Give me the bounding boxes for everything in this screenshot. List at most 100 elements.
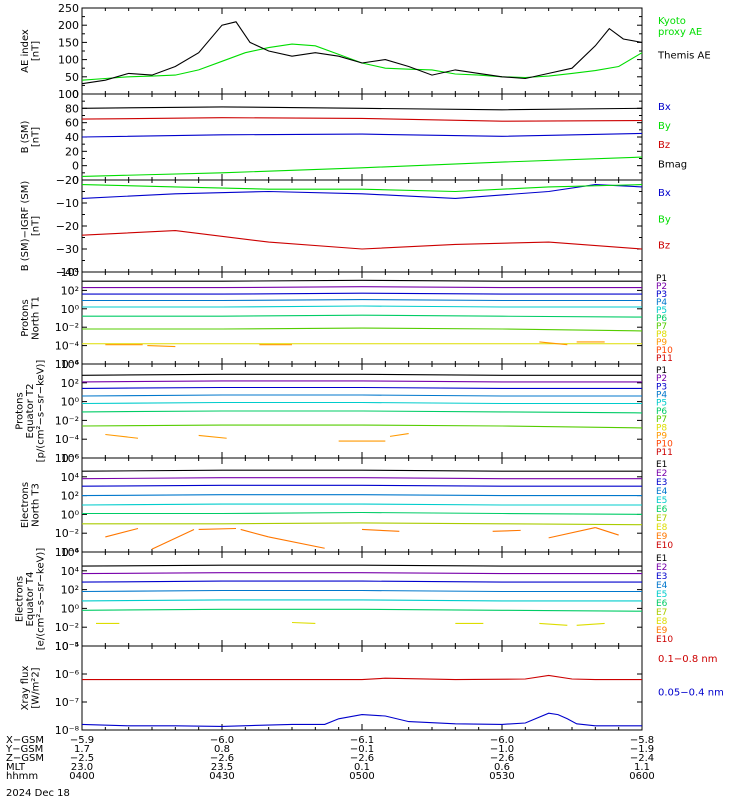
y-tick-label: 10⁶ [61, 546, 80, 559]
x-axis-value: 1.7 [74, 744, 90, 755]
legend-entry: E3 [656, 478, 667, 488]
series-line-E3 [81, 484, 642, 487]
y-tick-label: 10⁻⁸ [55, 724, 80, 737]
y-tick-label: 10⁻⁵ [55, 640, 79, 653]
x-axis-value: 0530 [489, 771, 514, 782]
series-line-E5 [81, 503, 642, 506]
y-tick-label: 10⁰ [61, 303, 80, 316]
y-tick-label: 200 [58, 19, 79, 32]
legend-entry: E3 [656, 572, 667, 582]
y-axis-label: Electrons [15, 576, 26, 622]
x-axis-value: −2.6 [490, 753, 514, 764]
x-axis-row-label: Y−GSM [5, 744, 43, 755]
y-tick-label: 10⁶ [61, 452, 80, 465]
x-axis-value: 0600 [629, 771, 654, 782]
series-line-P4 [82, 299, 642, 302]
panel-frame [81, 7, 643, 95]
series-segment-E9 [105, 527, 139, 538]
y-tick-label: 100 [58, 88, 79, 101]
x-axis-value: −1.0 [490, 744, 514, 755]
x-axis-row-label: MLT [6, 762, 26, 773]
y-tick-label: −10 [56, 197, 79, 210]
legend-entry: P10 [656, 440, 673, 450]
legend-entry: E1 [656, 460, 667, 470]
legend-entry: E10 [656, 635, 673, 645]
series-segment-E9 [151, 528, 195, 550]
series-line-P2 [82, 286, 642, 289]
legend-entry: E10 [656, 541, 673, 551]
y-axis-label: B (SM) [20, 120, 31, 153]
series-line-E6 [81, 608, 643, 612]
y-tick-label: 10⁻⁶ [55, 668, 80, 681]
legend-entry: P6 [656, 407, 667, 417]
series-line-P6 [81, 410, 643, 414]
y-tick-label: 10⁻² [55, 527, 79, 540]
series-line-E7 [82, 522, 643, 526]
x-axis-value: 0430 [209, 771, 234, 782]
series-segment-E9 [492, 529, 521, 532]
y-axis-label: North T3 [30, 483, 41, 527]
panel-4: 10⁻⁶ 10⁻⁴ 10⁻² 10⁰ 10² 10⁴ Protons North T1 P1P2… [20, 266, 673, 371]
y-tick-label: 10⁻⁷ [55, 696, 79, 709]
x-axis-value: −5.9 [70, 735, 94, 746]
legend-entry: P8 [656, 423, 667, 433]
y-axis-label: Equator T2 [25, 384, 36, 439]
x-axis-value: 0.6 [494, 762, 510, 773]
legend-entry: 0.05−0.4 nm [658, 688, 724, 699]
legend-entry: P7 [656, 415, 667, 425]
y-tick-label: 10⁻² [55, 414, 79, 427]
panel-frame [81, 645, 643, 731]
legend-entry: P10 [656, 346, 673, 356]
series-line-E4 [81, 494, 642, 497]
legend-entry: E6 [656, 599, 668, 609]
x-axis-value: −6.0 [490, 735, 514, 746]
y-tick-label: −20 [56, 174, 79, 187]
series-line-E5 [81, 599, 642, 602]
legend-entry: P4 [656, 298, 667, 308]
y-tick-label: 10⁻⁴ [55, 340, 80, 353]
legend-entry: Bz [658, 241, 670, 252]
legend-entry: P5 [656, 399, 667, 409]
legend-entry: E5 [656, 590, 667, 600]
series-line-Kyoto proxy AE [81, 43, 643, 81]
legend-entry: E1 [656, 554, 667, 564]
y-tick-label: 20 [65, 145, 79, 158]
y-tick-label: 60 [65, 117, 79, 130]
y-axis-label: [W/m²2] [30, 667, 41, 708]
legend-entry: P1 [656, 366, 667, 376]
legend-entry: P6 [656, 314, 667, 324]
x-axis-value: −2.4 [630, 753, 654, 764]
series-segment-E8 [576, 622, 605, 626]
y-tick-label: 80 [65, 102, 79, 115]
legend-entry: E7 [656, 514, 667, 524]
x-axis-value: 0500 [349, 771, 374, 782]
series-line-P2 [81, 380, 642, 383]
y-tick-label: 10⁻⁶ [55, 452, 80, 465]
x-axis-value: 0400 [69, 771, 94, 782]
y-axis-label: Protons [20, 299, 31, 336]
y-tick-label: 10² [61, 584, 79, 597]
y-axis-label: North T1 [30, 296, 41, 340]
series-line-P3 [82, 292, 642, 295]
y-axis-label: [p/(cm²−s−sr−keV)] [36, 360, 47, 463]
series-segment-P9 [198, 434, 227, 439]
legend-entry: Bx [658, 188, 671, 199]
series-line-P6 [82, 314, 643, 318]
y-tick-label: 10⁰ [61, 396, 80, 409]
legend-entry: P8 [656, 330, 667, 340]
y-tick-label: 10² [61, 377, 79, 390]
legend-entry: P2 [656, 282, 667, 292]
y-axis-label: Xray flux [20, 666, 31, 711]
legend-entry: P11 [656, 354, 673, 364]
series-segment-E9 [548, 527, 596, 539]
y-tick-label: 10⁴ [61, 266, 80, 279]
y-tick-label: −20 [56, 220, 79, 233]
x-axis-row-label: Z−GSM [6, 753, 44, 764]
series-line-By [81, 184, 643, 193]
series-line-Bmag [81, 106, 643, 111]
legend-entry: E9 [656, 532, 668, 542]
legend-entry: E2 [656, 563, 667, 573]
x-axis-value: −2.5 [70, 753, 94, 764]
